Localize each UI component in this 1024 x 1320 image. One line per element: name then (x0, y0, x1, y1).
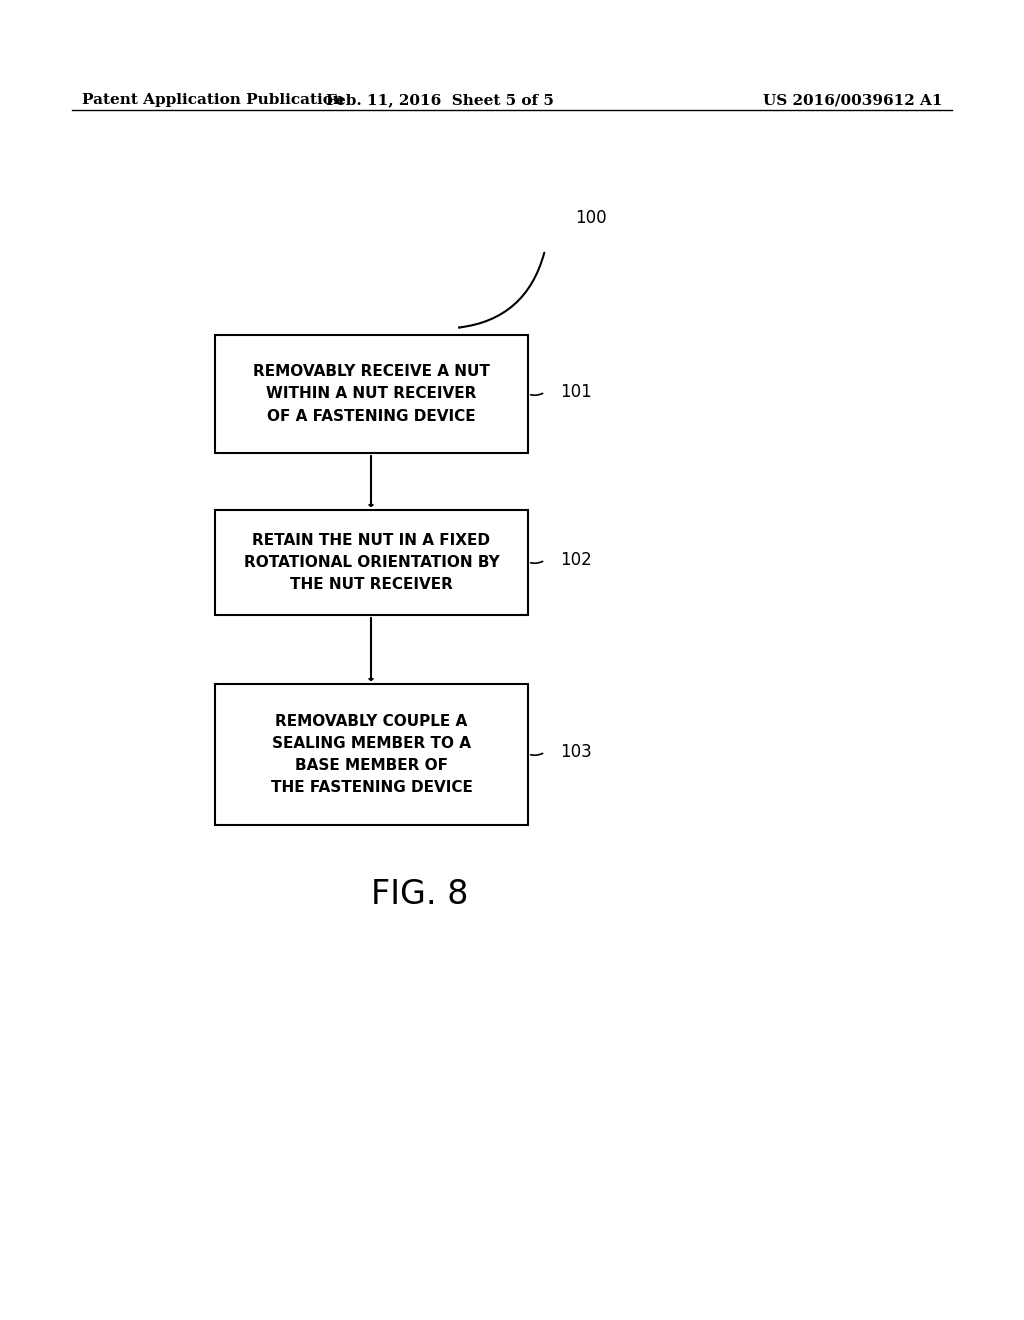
Text: Feb. 11, 2016  Sheet 5 of 5: Feb. 11, 2016 Sheet 5 of 5 (327, 92, 554, 107)
Text: REMOVABLY RECEIVE A NUT
WITHIN A NUT RECEIVER
OF A FASTENING DEVICE: REMOVABLY RECEIVE A NUT WITHIN A NUT REC… (253, 364, 489, 424)
FancyArrowPatch shape (459, 252, 545, 327)
FancyArrowPatch shape (530, 754, 543, 755)
Text: REMOVABLY COUPLE A
SEALING MEMBER TO A
BASE MEMBER OF
THE FASTENING DEVICE: REMOVABLY COUPLE A SEALING MEMBER TO A B… (270, 714, 472, 795)
Text: Patent Application Publication: Patent Application Publication (82, 92, 344, 107)
Text: US 2016/0039612 A1: US 2016/0039612 A1 (763, 92, 942, 107)
Text: 100: 100 (575, 209, 606, 227)
Text: 101: 101 (560, 383, 592, 401)
FancyArrowPatch shape (530, 393, 543, 395)
FancyArrowPatch shape (530, 561, 543, 564)
Text: FIG. 8: FIG. 8 (372, 879, 469, 912)
FancyBboxPatch shape (215, 510, 528, 615)
Text: 103: 103 (560, 743, 592, 762)
Text: RETAIN THE NUT IN A FIXED
ROTATIONAL ORIENTATION BY
THE NUT RECEIVER: RETAIN THE NUT IN A FIXED ROTATIONAL ORI… (244, 533, 500, 593)
FancyBboxPatch shape (215, 335, 528, 453)
FancyBboxPatch shape (215, 684, 528, 825)
Text: 102: 102 (560, 550, 592, 569)
